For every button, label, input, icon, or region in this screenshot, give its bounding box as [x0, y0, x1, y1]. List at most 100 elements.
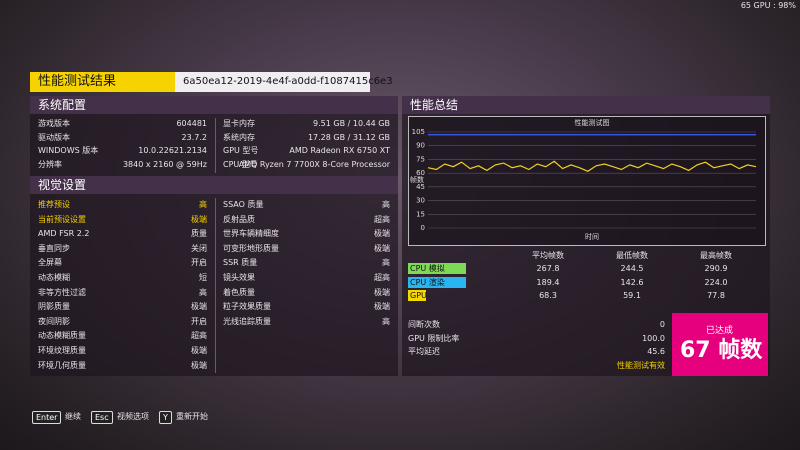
- setting-value: 超高: [374, 273, 390, 282]
- metric-chip: CPU 模拟: [408, 263, 466, 274]
- badge: [672, 313, 768, 376]
- setting-value: 关闭: [191, 243, 207, 253]
- setting-value: 极端: [374, 243, 390, 253]
- setting-value: 9.51 GB / 10.44 GB: [313, 119, 390, 128]
- fps-line: [427, 160, 757, 172]
- setting-value: 高: [382, 200, 390, 209]
- setting-label: 推荐预设: [38, 200, 70, 209]
- setting-value: 极端: [374, 302, 390, 312]
- setting-label: 当前预设设置: [38, 214, 86, 224]
- setting-label: 动态模糊质量: [38, 331, 86, 341]
- title: 性能测试结果: [30, 72, 175, 92]
- setting-value: 开启: [191, 258, 207, 268]
- setting-label: 可变形地形质量: [223, 243, 279, 253]
- y-tick-label: 75: [416, 155, 425, 163]
- footer-key[interactable]: Esc: [91, 411, 113, 424]
- setting-value: 604481: [176, 119, 207, 128]
- setting-value: 3840 x 2160 @ 59Hz: [122, 159, 207, 169]
- setting-value: 高: [382, 258, 390, 268]
- setting-value: 短: [199, 273, 207, 282]
- x-axis-label: 时间: [585, 232, 599, 241]
- metric-value: 59.1: [623, 291, 641, 300]
- table-header: 最低帧数: [616, 251, 648, 260]
- section-heading: 视觉设置: [30, 176, 398, 194]
- setting-label: 反射品质: [223, 214, 255, 224]
- footer-key[interactable]: Y: [159, 411, 172, 424]
- setting-value: 高: [199, 200, 207, 209]
- setting-label: 分辨率: [38, 159, 62, 169]
- stat-label: 间断次数: [408, 320, 440, 329]
- setting-label: SSAO 质量: [223, 200, 264, 209]
- metric-value: 244.5: [620, 264, 644, 273]
- footer-key[interactable]: Enter: [32, 411, 62, 424]
- stat-value: 100.0: [642, 333, 665, 343]
- setting-label: AMD FSR 2.2: [38, 229, 90, 239]
- setting-label: SSR 质量: [223, 258, 258, 268]
- badge-top: 已达成: [706, 326, 734, 336]
- setting-value: 极端: [191, 360, 207, 370]
- metric-value: 77.8: [707, 291, 725, 300]
- setting-label: 粒子效果质量: [223, 302, 271, 312]
- chart-frame: [408, 116, 766, 246]
- metric-value: 189.4: [536, 277, 560, 287]
- setting-value: 开启: [191, 316, 207, 326]
- y-tick-label: 30: [416, 197, 425, 205]
- setting-label: 显卡内存: [223, 119, 255, 128]
- footer-action[interactable]: 重新开始: [176, 412, 208, 421]
- badge-main: 67 帧数: [680, 338, 763, 363]
- setting-label: 光线追踪质量: [223, 316, 271, 326]
- setting-label: 垂直同步: [38, 243, 70, 253]
- stat-label: 平均延迟: [408, 347, 440, 356]
- overlay: 65 GPU : 98%: [740, 1, 796, 10]
- setting-value: AMD Ryzen 7 7700X 8-Core Processor: [238, 159, 390, 169]
- setting-value: 10.0.22621.2134: [138, 146, 207, 156]
- setting-label: GPU 型号: [223, 146, 259, 156]
- setting-value: AMD Radeon RX 6750 XT: [289, 146, 390, 156]
- setting-label: CPU 型号: [223, 159, 258, 169]
- setting-value: 极端: [374, 229, 390, 239]
- divider: [215, 118, 216, 173]
- setting-label: 镜头效果: [223, 273, 255, 282]
- setting-value: 超高: [191, 331, 207, 341]
- setting-value: 高: [199, 287, 207, 297]
- setting-label: 环境几何质量: [38, 360, 86, 370]
- setting-label: 非等方性过滤: [38, 287, 86, 297]
- setting-label: 环境纹理质量: [38, 346, 86, 355]
- setting-value: 23.7.2: [181, 132, 207, 142]
- setting-label: 全屏幕: [38, 258, 62, 268]
- y-tick-label: 45: [416, 183, 425, 191]
- left-panel: [30, 96, 398, 376]
- setting-label: 驱动版本: [38, 132, 70, 142]
- section-heading: 系统配置: [30, 96, 398, 114]
- setting-label: 游戏版本: [38, 119, 70, 128]
- setting-label: 动态模糊: [38, 273, 70, 282]
- metric-value: 267.8: [536, 264, 560, 273]
- footer-action[interactable]: 视频选项: [117, 412, 149, 421]
- divider: [215, 198, 216, 373]
- metric-chip: CPU 渲染: [408, 276, 466, 288]
- setting-label: WINDOWS 版本: [38, 146, 99, 156]
- setting-value: 极端: [374, 287, 390, 297]
- setting-value: 超高: [374, 214, 390, 224]
- setting-value: 极端: [191, 302, 207, 312]
- table-header: 最高帧数: [700, 251, 732, 260]
- setting-value: 质量: [191, 229, 207, 239]
- y-tick-label: 15: [416, 210, 425, 218]
- setting-value: 高: [382, 316, 390, 326]
- section-heading: 性能总结: [402, 96, 770, 114]
- metric-value: 290.9: [704, 264, 728, 273]
- metric-chip: GPU: [408, 290, 427, 301]
- setting-value: 极端: [191, 214, 207, 224]
- setting-value: 17.28 GB / 31.12 GB: [307, 132, 390, 142]
- valid-note: 性能测试有效: [617, 361, 665, 370]
- setting-label: 世界车辆精细度: [223, 229, 279, 239]
- stat-label: GPU 限制比率: [408, 333, 460, 343]
- run-id: 6a50ea12-2019-4e4f-a0dd-f1087415c6e3: [175, 72, 393, 92]
- y-axis-label: 帧数: [410, 175, 424, 184]
- footer-action[interactable]: 继续: [65, 412, 81, 421]
- setting-label: 着色质量: [223, 287, 255, 297]
- y-tick-label: 60: [416, 169, 425, 177]
- y-tick-label: 105: [412, 128, 425, 136]
